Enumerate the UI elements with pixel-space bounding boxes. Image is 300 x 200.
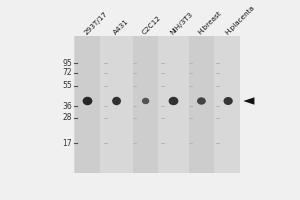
- Text: 72: 72: [62, 68, 72, 77]
- Bar: [134, 36, 158, 173]
- Text: C2C12: C2C12: [141, 14, 163, 36]
- Text: H.placenta: H.placenta: [224, 4, 256, 36]
- Text: A431: A431: [112, 18, 130, 36]
- Text: NIH/3T3: NIH/3T3: [169, 11, 194, 36]
- Ellipse shape: [82, 97, 92, 105]
- Text: 95: 95: [62, 59, 72, 68]
- Bar: [75, 36, 100, 173]
- Text: 28: 28: [62, 113, 72, 122]
- Bar: [161, 36, 186, 173]
- Text: 36: 36: [62, 102, 72, 111]
- Text: H.breast: H.breast: [197, 10, 223, 36]
- Text: 17: 17: [62, 139, 72, 148]
- Ellipse shape: [169, 97, 178, 105]
- Text: 293T/17: 293T/17: [83, 10, 109, 36]
- Ellipse shape: [112, 97, 121, 105]
- Bar: [104, 36, 129, 173]
- Ellipse shape: [142, 98, 149, 104]
- Ellipse shape: [197, 97, 206, 105]
- Polygon shape: [243, 97, 254, 105]
- Text: 55: 55: [62, 81, 72, 90]
- Bar: [74, 36, 240, 173]
- Bar: [189, 36, 214, 173]
- Ellipse shape: [224, 97, 233, 105]
- Bar: [216, 36, 240, 173]
